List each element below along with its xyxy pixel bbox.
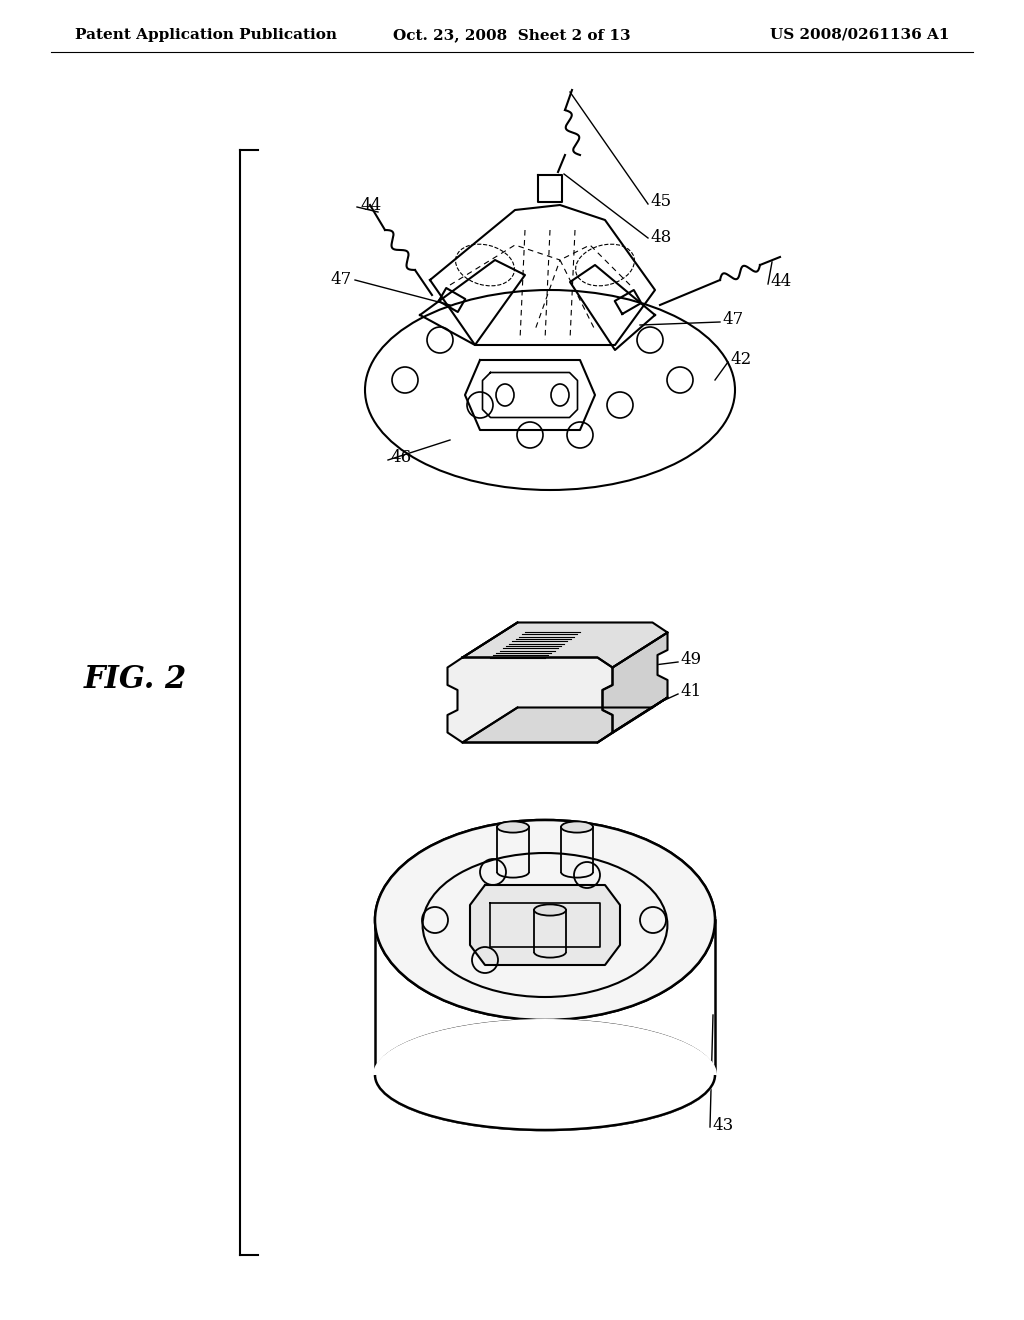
Polygon shape — [447, 657, 612, 742]
Text: 46: 46 — [390, 450, 411, 466]
Text: 44: 44 — [360, 197, 381, 214]
Polygon shape — [463, 623, 668, 668]
Text: 48: 48 — [650, 228, 672, 246]
Text: 45: 45 — [650, 194, 671, 210]
Polygon shape — [463, 697, 668, 742]
Text: 41: 41 — [680, 684, 701, 701]
Ellipse shape — [561, 821, 593, 833]
Text: 43: 43 — [712, 1117, 733, 1134]
Text: Patent Application Publication: Patent Application Publication — [75, 28, 337, 42]
Text: 47: 47 — [331, 272, 352, 289]
Ellipse shape — [497, 821, 529, 833]
Ellipse shape — [534, 904, 566, 916]
Polygon shape — [470, 884, 620, 965]
Text: 44: 44 — [770, 273, 792, 290]
Polygon shape — [602, 632, 668, 733]
Text: 42: 42 — [730, 351, 752, 368]
Text: US 2008/0261136 A1: US 2008/0261136 A1 — [770, 28, 950, 42]
Text: 49: 49 — [680, 652, 701, 668]
Text: FIG. 2: FIG. 2 — [83, 664, 186, 696]
Text: 47: 47 — [722, 312, 743, 329]
Ellipse shape — [373, 1019, 717, 1131]
Ellipse shape — [375, 820, 715, 1020]
Text: Oct. 23, 2008  Sheet 2 of 13: Oct. 23, 2008 Sheet 2 of 13 — [393, 28, 631, 42]
